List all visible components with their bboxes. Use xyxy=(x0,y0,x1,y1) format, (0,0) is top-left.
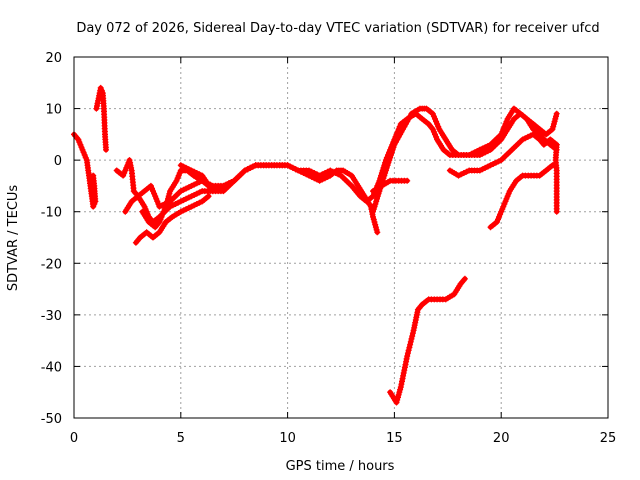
series-trace-2 xyxy=(93,84,109,153)
y-tick-label: -20 xyxy=(41,257,62,272)
series-trace-11 xyxy=(487,162,556,231)
x-tick-label: 5 xyxy=(177,431,185,446)
y-tick-label: -50 xyxy=(41,412,62,427)
y-tick-label: 0 xyxy=(54,154,62,169)
plus-markers xyxy=(370,105,560,215)
series-trace-5 xyxy=(132,193,212,246)
series-trace-7 xyxy=(177,110,560,205)
plus-markers xyxy=(552,141,560,215)
series-trace-8 xyxy=(370,105,560,215)
y-axis-label: SDTVAR / TECUs xyxy=(6,185,21,292)
plus-markers xyxy=(93,84,109,153)
series-trace-9 xyxy=(370,177,411,195)
y-tick-label: -30 xyxy=(41,309,62,324)
plus-markers xyxy=(370,177,411,195)
chart-title: Day 072 of 2026, Sidereal Day-to-day VTE… xyxy=(76,21,599,36)
x-tick-label: 20 xyxy=(493,431,510,446)
axis-ticks: 0 5 10 15 20 25 -50 -40 -30 -20 -10 0 10 20 xyxy=(41,51,617,446)
plus-markers xyxy=(446,131,560,179)
x-axis-label: GPS time / hours xyxy=(286,459,395,474)
y-tick-label: -40 xyxy=(41,360,62,375)
y-tick-label: 20 xyxy=(45,51,62,66)
plus-markers xyxy=(487,162,556,231)
plus-markers xyxy=(387,275,468,406)
series-trace-6 xyxy=(139,167,212,231)
y-tick-label: 10 xyxy=(45,103,62,118)
x-tick-label: 0 xyxy=(70,431,78,446)
series-trace-12 xyxy=(552,141,560,215)
x-tick-label: 10 xyxy=(279,431,296,446)
plot-frame xyxy=(73,56,609,419)
x-tick-label: 25 xyxy=(600,431,617,446)
x-tick-label: 15 xyxy=(386,431,403,446)
series-trace-13 xyxy=(387,275,468,406)
series-trace-1 xyxy=(71,131,99,210)
y-tick-label: -10 xyxy=(41,206,62,221)
grid xyxy=(74,57,608,418)
plus-markers xyxy=(132,193,212,246)
data-series xyxy=(71,84,560,406)
